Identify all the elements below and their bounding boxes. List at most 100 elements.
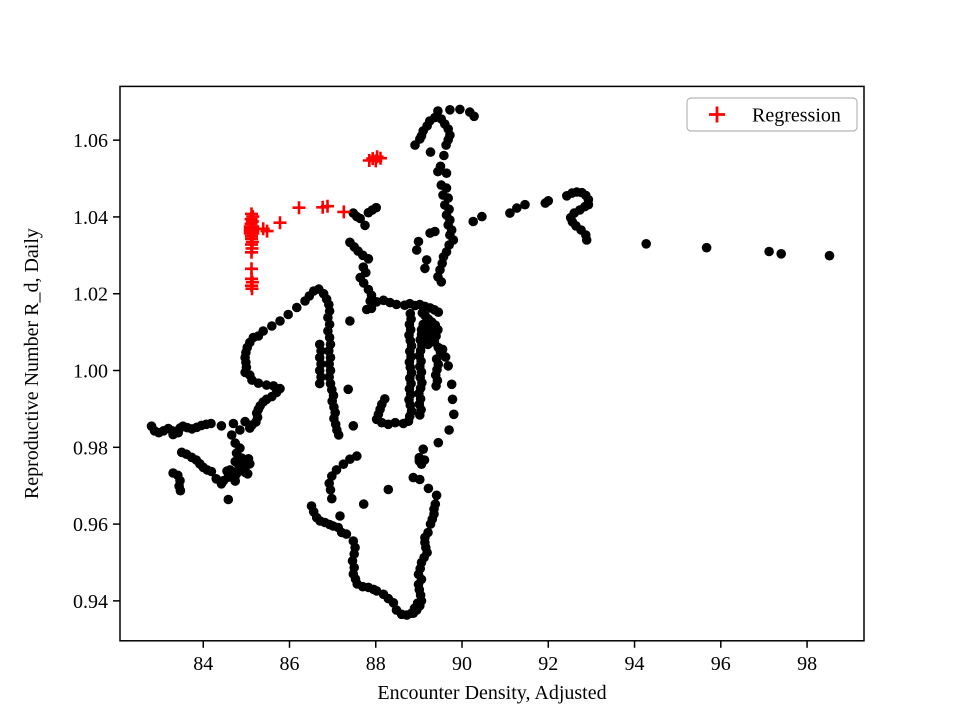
data-point — [366, 290, 377, 301]
data-point — [420, 263, 430, 274]
data-point — [283, 309, 294, 320]
data-point — [327, 493, 337, 504]
data-point — [363, 253, 374, 264]
data-point — [764, 246, 774, 257]
x-tick-label: 96 — [711, 653, 731, 675]
data-point — [477, 211, 487, 222]
data-point — [206, 466, 217, 477]
data-point — [343, 384, 354, 395]
y-tick-label: 0.98 — [73, 437, 108, 459]
data-point — [335, 511, 345, 521]
data-point — [411, 245, 422, 255]
regression-series — [243, 150, 387, 296]
data-point — [235, 425, 245, 435]
x-tick-label: 88 — [366, 653, 386, 675]
data-point — [416, 325, 427, 335]
data-point — [419, 336, 430, 347]
legend-box — [686, 97, 858, 132]
x-tick-label: 94 — [625, 653, 645, 675]
data-point — [449, 409, 459, 420]
data-point — [325, 485, 336, 495]
black-scatter-series — [146, 104, 835, 620]
data-point — [433, 307, 444, 318]
data-point — [505, 208, 515, 218]
regression-plus-icon — [709, 106, 725, 123]
data-point — [218, 475, 229, 486]
data-point — [423, 527, 433, 538]
data-point — [430, 499, 441, 509]
plot-background — [120, 86, 864, 641]
data-point — [223, 494, 234, 505]
regression-point — [292, 201, 306, 215]
x-tick-label: 90 — [452, 653, 472, 675]
x-tick-label: 98 — [797, 653, 817, 675]
data-point — [240, 467, 250, 478]
data-point — [520, 199, 530, 210]
data-point — [228, 418, 239, 429]
data-point — [641, 239, 651, 249]
data-point — [431, 490, 442, 501]
regression-point — [374, 151, 387, 165]
plot-frame — [119, 85, 865, 642]
data-point — [430, 226, 440, 237]
data-point — [455, 104, 465, 115]
x-tick-label: 84 — [193, 653, 213, 675]
data-point — [444, 425, 454, 435]
data-point — [430, 112, 440, 123]
data-point — [824, 250, 835, 261]
data-point — [543, 196, 554, 206]
data-point — [408, 472, 419, 483]
data-point — [361, 267, 371, 278]
data-point — [443, 361, 454, 371]
data-point — [348, 421, 359, 431]
regression-point — [245, 282, 259, 296]
data-point — [358, 278, 369, 288]
data-point — [345, 454, 355, 465]
data-point — [341, 529, 352, 539]
x-tick-label: 86 — [280, 653, 300, 675]
data-point — [261, 380, 272, 390]
legend-label: Regression — [752, 105, 841, 127]
data-point — [371, 202, 382, 213]
data-point — [327, 471, 337, 481]
data-point — [258, 326, 269, 336]
y-tick-label: 0.94 — [73, 591, 108, 613]
y-axis: 0.94 0.96 0.98 1.00 1.02 1.04 1.06 — [73, 130, 120, 613]
y-tick-label: 1.00 — [73, 361, 108, 383]
data-point — [421, 255, 432, 265]
data-point — [206, 418, 216, 429]
data-point — [358, 499, 369, 509]
regression-point — [260, 224, 274, 238]
data-point — [314, 378, 325, 389]
regression-point — [321, 199, 334, 213]
data-point — [360, 220, 370, 231]
x-axis: 84 86 88 90 92 94 96 98 — [193, 640, 817, 675]
regression-point — [337, 205, 351, 219]
data-point — [468, 216, 479, 227]
data-point — [435, 161, 446, 172]
data-point — [267, 321, 277, 331]
data-point — [366, 303, 377, 314]
data-point — [445, 105, 455, 115]
x-tick-label: 92 — [538, 653, 558, 675]
data-point — [469, 111, 479, 122]
data-point — [216, 421, 227, 431]
y-tick-label: 0.96 — [73, 514, 108, 536]
data-point — [292, 302, 302, 313]
data-point — [425, 147, 436, 157]
data-point — [581, 235, 592, 245]
y-tick-label: 1.04 — [73, 207, 108, 229]
regression-point — [245, 245, 258, 259]
data-point — [226, 430, 237, 440]
data-point — [338, 459, 349, 470]
data-point — [383, 484, 394, 495]
data-point — [423, 483, 434, 494]
data-point — [435, 347, 446, 357]
data-point — [231, 469, 242, 479]
data-point — [175, 485, 186, 496]
data-point — [390, 417, 401, 428]
data-point — [447, 394, 458, 405]
data-point — [275, 316, 285, 326]
